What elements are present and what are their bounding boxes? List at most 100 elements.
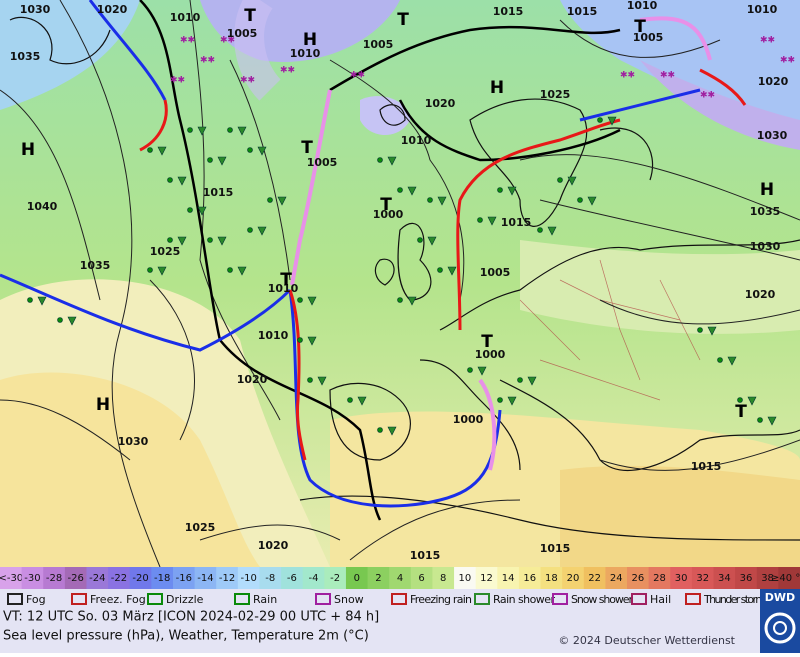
rain-symbol [737,397,743,403]
shower-symbol [307,336,317,346]
rain-symbol [537,227,543,233]
shower-symbol [527,376,537,386]
scale-label: 2 [375,573,381,584]
pressure-center: T [481,332,493,352]
scale-cell [389,567,412,589]
legend-label: Snow [334,593,364,606]
map-labels: 1030 1020 1010 1005 1010 1005 1015 1015 1010 1010… [10,0,789,562]
isobar-label: 1005 [633,31,664,44]
rain-symbol [397,297,403,303]
snow-symbol: ✱✱ [200,56,215,66]
shower-symbol [237,126,247,136]
isobar-label: 1020 [97,3,128,16]
pressure-center: T [380,195,392,215]
scale-label: 0 [354,573,360,584]
scale-cell [454,567,477,589]
scale-cell [583,567,606,589]
scale-label: 28 [653,573,666,584]
map [0,0,800,568]
snow-symbol: ✱✱ [280,66,295,76]
isobar-label: 1010 [170,11,201,24]
shower-symbol [67,316,77,326]
shower-symbol [427,236,437,246]
shower-symbol [487,216,497,226]
scale-label: 22 [588,573,601,584]
logo-text: DWD [765,591,795,604]
scale-label: 34 [718,573,731,584]
scale-cell [410,567,433,589]
scale-label: -6 [287,573,297,584]
scale-cell [367,567,390,589]
scale-label: <-30 [0,573,23,584]
pressure-center: T [244,6,256,26]
shower-symbol [747,396,757,406]
isobar-label: 1010 [258,329,289,342]
scale-cell [324,567,347,589]
isobar-label: 1030 [20,3,51,16]
scale-cell [43,567,66,589]
scale-cell [670,567,693,589]
scale-cell [237,567,260,589]
isobar-label: 1040 [27,200,58,213]
scale-cell [345,567,369,589]
legend-icon [315,593,331,605]
scale-label: -18 [154,573,170,584]
shower-symbol [607,116,617,126]
shower-symbol [587,196,597,206]
shower-symbol [217,156,227,166]
shower-symbol [157,266,167,276]
isobar-label: 1015 [540,542,571,555]
shower-symbol [237,266,247,276]
scale-cell [756,567,779,589]
isobar-label: 1025 [540,88,571,101]
scale-cell [21,567,44,589]
legend-icon [631,593,647,605]
shower-symbol [407,296,417,306]
rain-symbol [497,397,503,403]
shower-symbol [567,176,577,186]
scale-label: ≥40 °C [771,573,800,584]
scale-label: -14 [197,573,213,584]
shower-symbol [477,366,487,376]
scale-cell [713,567,736,589]
scale-cell [172,567,196,589]
isobar-label: 1010 [747,3,778,16]
rain-symbol [167,237,173,243]
rain-symbol [497,187,503,193]
scale-label: -26 [68,573,84,584]
scale-label: -22 [111,573,127,584]
scale-cell [518,567,542,589]
legend-label: Fog [26,593,46,606]
shower-symbol [447,266,457,276]
scale-cell [691,567,715,589]
scale-cell [432,567,455,589]
isobar-label: 1015 [567,5,598,18]
legend-icon [234,593,250,605]
snow-symbol: ✱✱ [350,71,365,81]
isobar-label: 1020 [237,373,268,386]
weather-symbols: ✱✱ ✱✱ ✱✱ ✱✱ ✱✱ ✱✱ ✱✱ ✱✱ ✱✱ ✱✱ ✱✱ ✱✱ [27,36,795,436]
shower-symbol [387,426,397,436]
scale-label: 8 [440,573,446,584]
scale-label: 26 [631,573,644,584]
legend-label: Hail [650,593,671,606]
isobar-label: 1000 [373,208,404,221]
scale-label: 6 [418,573,424,584]
scale-cell [216,567,239,589]
legend-label: Rain shower [493,593,555,606]
scale-label: 38 [761,573,774,584]
scale-label: 36 [740,573,753,584]
rain-symbol [377,157,383,163]
scale-cell [735,567,758,589]
isobar-label: 1030 [118,435,149,448]
snow-symbol: ✱✱ [220,36,235,46]
shower-symbol [727,356,737,366]
shower-symbol [387,156,397,166]
rain-symbol [207,237,213,243]
shower-symbol [437,196,447,206]
snow-symbol: ✱✱ [620,71,635,81]
scale-cell [64,567,87,589]
rain-symbol [377,427,383,433]
rain-symbol [247,227,253,233]
isobar-label: 1005 [480,266,511,279]
